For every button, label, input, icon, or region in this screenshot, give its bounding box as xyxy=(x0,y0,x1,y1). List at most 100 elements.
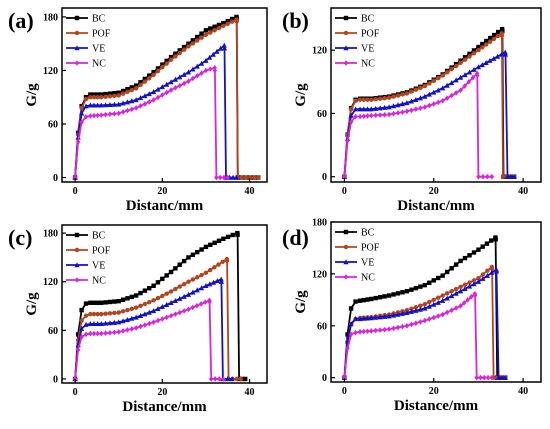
data-point xyxy=(138,103,143,109)
data-point xyxy=(103,111,108,118)
data-point xyxy=(83,313,89,318)
data-point xyxy=(440,98,445,104)
data-point xyxy=(444,309,450,316)
data-point xyxy=(457,74,464,80)
legend-label: POF xyxy=(361,243,380,254)
data-point xyxy=(345,332,350,337)
data-point xyxy=(99,311,104,317)
data-point xyxy=(404,288,410,294)
chart-panel-b: 0 20 40 0 60 120 Distanc/mm G/g (b) BC POF VE NC xyxy=(282,7,542,214)
data-point xyxy=(155,280,161,285)
data-point xyxy=(208,66,213,72)
data-point xyxy=(88,113,93,119)
data-point xyxy=(457,288,464,294)
x-axis-title: Distanc/mm xyxy=(397,198,475,214)
data-point xyxy=(116,298,121,304)
data-point xyxy=(198,301,204,307)
data-point xyxy=(103,300,108,305)
data-point xyxy=(159,84,165,90)
data-point xyxy=(476,173,481,180)
data-point xyxy=(150,89,157,95)
data-point xyxy=(489,266,495,271)
data-point xyxy=(164,58,169,64)
data-point xyxy=(98,321,104,327)
data-point xyxy=(475,72,480,79)
data-point xyxy=(168,87,174,93)
data-point xyxy=(436,99,441,106)
data-point xyxy=(487,39,493,44)
data-point xyxy=(146,309,152,315)
data-point xyxy=(214,278,220,284)
data-point xyxy=(495,33,501,39)
x-tick-label: 40 xyxy=(518,186,528,197)
data-point xyxy=(137,312,144,318)
data-point xyxy=(373,105,379,111)
y-tick-label: 60 xyxy=(317,109,327,120)
data-point xyxy=(511,173,517,179)
data-point xyxy=(168,54,174,60)
data-point xyxy=(208,376,214,382)
data-point xyxy=(112,110,117,117)
data-point xyxy=(133,325,139,331)
legend-item-ve: VE xyxy=(335,44,374,55)
data-point xyxy=(186,255,191,260)
data-point xyxy=(449,288,454,294)
data-point xyxy=(129,85,134,90)
plot-frame xyxy=(61,7,268,183)
data-point xyxy=(129,294,134,300)
data-point xyxy=(199,272,204,278)
data-point xyxy=(395,102,401,108)
data-point xyxy=(216,22,222,28)
data-point xyxy=(129,326,134,332)
data-point xyxy=(125,307,130,313)
data-point xyxy=(120,91,126,96)
data-point xyxy=(364,315,371,321)
x-tick-label: 20 xyxy=(157,186,167,197)
data-point xyxy=(217,376,222,382)
data-point xyxy=(79,325,85,331)
data-point xyxy=(382,111,387,118)
data-point xyxy=(369,97,374,102)
data-point xyxy=(133,293,139,298)
data-point xyxy=(181,281,187,287)
data-point xyxy=(72,376,78,382)
data-point xyxy=(181,47,187,52)
data-point xyxy=(155,295,161,301)
data-point xyxy=(164,302,170,308)
data-point xyxy=(190,75,196,82)
data-point xyxy=(483,42,489,47)
data-point xyxy=(112,329,117,336)
data-point xyxy=(138,290,143,296)
data-point xyxy=(224,258,230,263)
data-point xyxy=(485,173,490,180)
legend-marker xyxy=(74,247,80,253)
legend: BC POF VE NC xyxy=(335,14,380,70)
data-point xyxy=(133,86,139,91)
data-point xyxy=(418,85,423,91)
data-point xyxy=(194,63,200,69)
data-point xyxy=(203,244,209,250)
data-point xyxy=(431,89,437,95)
x-tick-label: 0 xyxy=(73,186,78,197)
legend-item-nc: NC xyxy=(335,273,375,284)
data-point xyxy=(181,293,187,299)
data-point xyxy=(83,96,89,102)
data-point xyxy=(352,106,359,112)
data-point xyxy=(221,20,226,26)
legend-marker xyxy=(74,277,80,283)
data-point xyxy=(409,306,414,311)
data-point xyxy=(391,325,396,332)
data-point xyxy=(79,119,84,126)
data-point xyxy=(212,28,217,33)
legend-label: POF xyxy=(361,29,380,40)
data-point xyxy=(112,91,117,96)
data-point xyxy=(409,321,414,328)
data-point xyxy=(418,105,423,111)
legend-marker xyxy=(343,274,349,280)
data-point xyxy=(83,331,89,338)
data-point xyxy=(386,111,392,118)
data-point xyxy=(208,30,213,35)
data-point xyxy=(348,321,354,327)
data-point xyxy=(353,113,358,120)
data-point xyxy=(124,99,131,105)
